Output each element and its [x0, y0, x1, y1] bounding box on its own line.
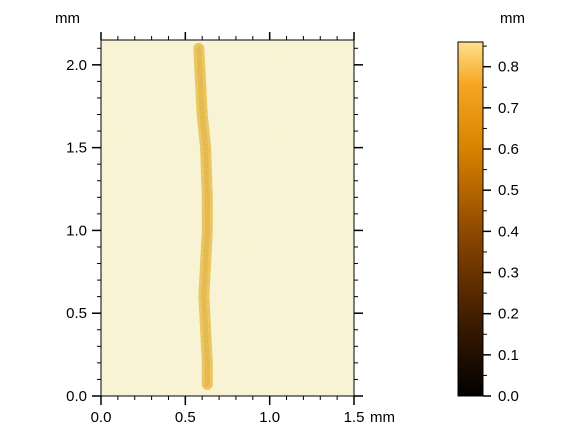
x-tick-label: 1.0	[259, 409, 280, 426]
colorbar-tick-label: 0.0	[498, 388, 519, 405]
colorbar-tick-label: 0.1	[498, 347, 519, 364]
y-tick-label: 0.5	[66, 305, 87, 322]
x-axis-unit-label: mm	[370, 409, 395, 426]
colorbar-tick-label: 0.8	[498, 59, 519, 76]
colorbar-tick-label: 0.3	[498, 265, 519, 282]
y-tick-label: 0.0	[66, 388, 87, 405]
color-scale-bar	[457, 41, 484, 397]
colorbar-tick-label: 0.5	[498, 182, 519, 199]
surface-speckle	[101, 40, 354, 396]
plot-frame	[100, 39, 355, 397]
colorbar-tick-label: 0.2	[498, 306, 519, 323]
x-tick-label: 0.0	[91, 409, 112, 426]
colorbar-tick-label: 0.4	[498, 223, 519, 240]
x-tick-label: 1.5	[344, 409, 365, 426]
y-axis-unit-label: mm	[55, 10, 80, 27]
y-tick-label: 1.0	[66, 222, 87, 239]
x-tick-label: 0.5	[175, 409, 196, 426]
y-axis: 0.0 0.5 1.0 1.5 2.0	[66, 47, 363, 405]
x-axis: 0.0 0.5 1.0 1.5	[91, 32, 365, 426]
color-scale-unit-label: mm	[500, 10, 525, 27]
plot-area	[100, 39, 355, 397]
y-tick-label: 2.0	[66, 57, 87, 74]
colorbar-tick-label: 0.7	[498, 100, 519, 117]
color-scale-gradient	[457, 41, 484, 397]
y-tick-label: 1.5	[66, 140, 87, 157]
color-scale-axis: 0.0 0.1 0.2 0.3 0.4 0.5 0.6 0.7 0.8	[483, 45, 519, 405]
colorbar-tick-label: 0.6	[498, 141, 519, 158]
